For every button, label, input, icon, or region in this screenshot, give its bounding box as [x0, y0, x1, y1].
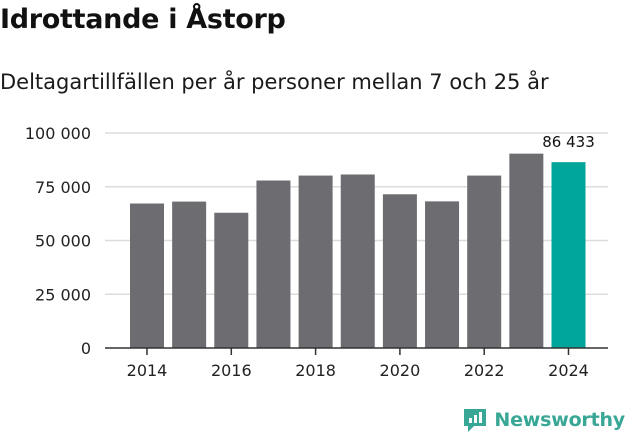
- chart-subtitle: Deltagartillfällen per år personer mella…: [0, 70, 549, 94]
- y-tick-label: 25 000: [35, 285, 91, 304]
- bar-2020: [382, 194, 417, 348]
- bar-2024: [551, 162, 586, 348]
- bar-2021: [425, 201, 460, 348]
- y-tick-label: 50 000: [35, 232, 91, 251]
- chart-title: Idrottande i Åstorp: [0, 4, 286, 35]
- brand-logo: Newsworthy: [462, 407, 625, 433]
- y-tick-label: 0: [81, 339, 91, 358]
- bar-2019: [340, 174, 375, 348]
- newsworthy-logo-icon: [464, 409, 487, 432]
- x-tick-label: 2020: [380, 361, 421, 380]
- x-tick-label: 2014: [127, 361, 168, 380]
- x-tick-label: 2018: [295, 361, 336, 380]
- bar-2018: [298, 175, 333, 348]
- brand-name: Newsworthy: [494, 409, 625, 431]
- bar-2016: [214, 212, 249, 348]
- bar-2015: [172, 201, 207, 348]
- bar-2022: [467, 175, 502, 348]
- x-tick-label: 2022: [464, 361, 505, 380]
- y-tick-label: 75 000: [35, 178, 91, 197]
- data-label: 86 433: [542, 133, 595, 151]
- bar-2023: [509, 153, 544, 348]
- x-tick-label: 2024: [548, 361, 589, 380]
- x-tick-label: 2016: [211, 361, 252, 380]
- bar-2017: [256, 180, 291, 348]
- y-tick-label: 100 000: [25, 124, 91, 143]
- bar-2014: [130, 203, 164, 348]
